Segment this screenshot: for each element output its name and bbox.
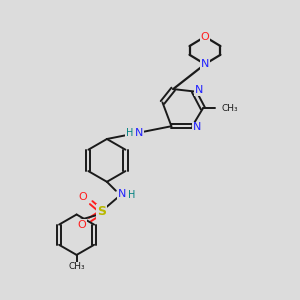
Text: N: N xyxy=(195,85,203,95)
Text: H: H xyxy=(128,190,135,200)
Text: O: O xyxy=(79,192,88,202)
Text: N: N xyxy=(135,128,143,138)
Text: N: N xyxy=(118,189,126,199)
Text: CH₃: CH₃ xyxy=(68,262,85,271)
Text: O: O xyxy=(78,220,86,230)
Text: N: N xyxy=(201,59,209,69)
Text: N: N xyxy=(194,122,202,132)
Text: H: H xyxy=(126,128,133,138)
Text: O: O xyxy=(201,32,209,42)
Text: CH₃: CH₃ xyxy=(222,104,238,113)
Text: S: S xyxy=(97,205,106,218)
